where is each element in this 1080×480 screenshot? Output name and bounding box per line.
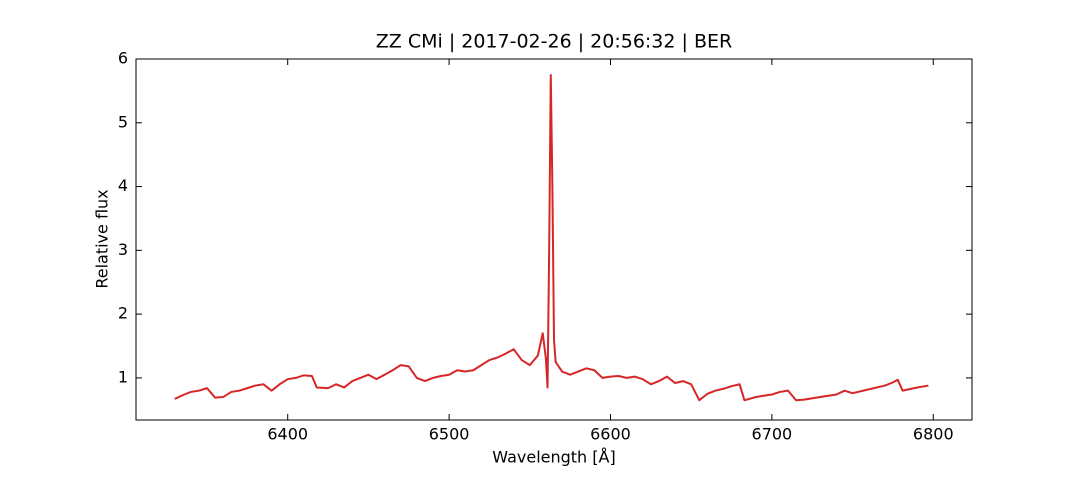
y-axis-label: Relative flux [93,189,112,288]
x-tick-label: 6700 [752,425,793,444]
plot-frame [135,58,973,421]
x-tick-label: 6500 [429,425,470,444]
y-tick-label: 5 [118,112,128,131]
x-axis-label: Wavelength [Å] [492,448,615,467]
spectrum-line [174,73,929,402]
x-tick-label: 6400 [267,425,308,444]
y-tick-label: 1 [118,367,128,386]
x-tick-label: 6600 [590,425,631,444]
y-tick-label: 6 [118,49,128,68]
chart-title: ZZ CMi | 2017-02-26 | 20:56:32 | BER [376,31,732,53]
x-tick-label: 6800 [913,425,954,444]
y-tick-label: 3 [118,240,128,259]
y-tick-label: 2 [118,304,128,323]
y-tick-label: 4 [118,176,128,195]
